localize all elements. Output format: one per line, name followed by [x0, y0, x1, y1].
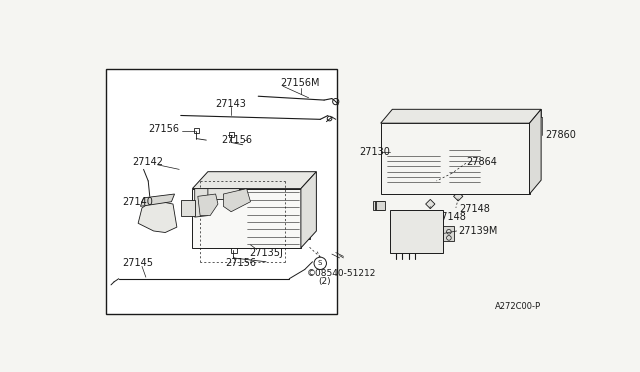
Polygon shape	[195, 189, 246, 200]
Polygon shape	[193, 172, 316, 189]
Bar	[388, 166, 412, 180]
Text: 27140: 27140	[123, 197, 154, 207]
Text: 27156: 27156	[148, 124, 179, 134]
Bar	[106, 69, 337, 314]
Bar	[485, 142, 524, 185]
Text: 27156: 27156	[221, 135, 252, 145]
Bar	[231, 247, 237, 253]
Text: S: S	[318, 260, 323, 266]
Text: 27145: 27145	[123, 258, 154, 268]
Text: ©08540-51212: ©08540-51212	[307, 269, 376, 278]
Polygon shape	[193, 189, 301, 248]
Polygon shape	[195, 189, 208, 217]
Text: 27148: 27148	[460, 205, 491, 214]
Bar	[394, 227, 421, 246]
Bar	[374, 201, 384, 210]
Text: A272C00-P: A272C00-P	[495, 302, 541, 311]
Polygon shape	[301, 172, 316, 248]
Bar	[388, 150, 412, 163]
Polygon shape	[180, 200, 195, 216]
Bar	[229, 132, 234, 137]
Text: 27142: 27142	[132, 157, 164, 167]
Polygon shape	[138, 200, 177, 232]
Bar	[385, 142, 443, 185]
Bar	[300, 200, 310, 239]
Polygon shape	[454, 192, 463, 201]
Bar	[301, 230, 307, 235]
Text: 27156M: 27156M	[280, 78, 319, 88]
Polygon shape	[198, 194, 218, 216]
Text: 27143: 27143	[216, 99, 246, 109]
Text: 27860: 27860	[545, 130, 576, 140]
Text: 27148: 27148	[435, 212, 466, 222]
Bar	[305, 207, 312, 212]
Text: 27864: 27864	[466, 157, 497, 167]
Text: (2): (2)	[319, 276, 332, 286]
Bar	[447, 142, 481, 185]
Bar	[376, 201, 385, 210]
Polygon shape	[140, 194, 175, 206]
Polygon shape	[381, 109, 541, 123]
Bar	[443, 225, 454, 241]
Polygon shape	[529, 109, 541, 194]
Bar	[194, 128, 199, 133]
Bar	[373, 201, 382, 210]
Bar	[303, 222, 308, 227]
Text: 27156: 27156	[226, 258, 257, 268]
Text: 27135J: 27135J	[249, 247, 283, 257]
Text: 27139M: 27139M	[458, 226, 497, 236]
Polygon shape	[426, 199, 435, 209]
Bar	[304, 215, 310, 219]
Polygon shape	[390, 210, 443, 253]
Polygon shape	[381, 123, 529, 194]
Text: 27130: 27130	[359, 147, 390, 157]
Polygon shape	[223, 189, 250, 212]
